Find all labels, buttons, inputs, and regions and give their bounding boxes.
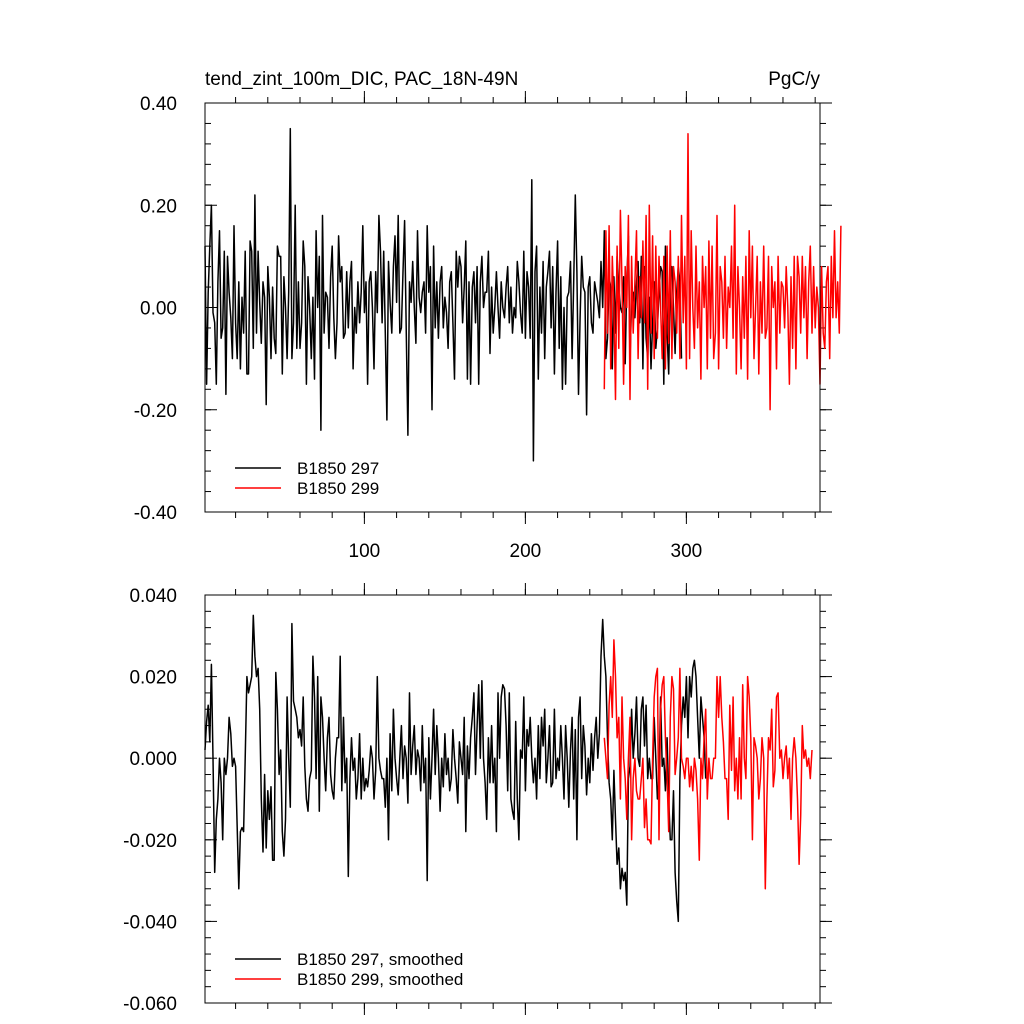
series-line-b1850-297 bbox=[204, 127, 683, 462]
y-tick-label: -0.060 bbox=[123, 994, 177, 1015]
bottom-panel-series bbox=[204, 614, 813, 923]
top-panel-series bbox=[204, 127, 842, 462]
bottom-panel-y-tick-labels: 0.040 0.020 0.000 -0.020 -0.040 -0.060 bbox=[123, 586, 177, 1015]
y-tick-label: 0.20 bbox=[140, 196, 177, 217]
top-panel-x-tick-labels: 100 200 300 bbox=[349, 541, 703, 562]
legend-label: B1850 297, smoothed bbox=[297, 950, 463, 969]
x-tick-label: 200 bbox=[510, 541, 542, 562]
x-tick-label: 100 bbox=[349, 541, 381, 562]
series-line-b1850-299 bbox=[603, 639, 813, 890]
legend-label: B1850 299 bbox=[297, 479, 379, 498]
top-panel-frame bbox=[204, 102, 821, 513]
top-panel: tend_zint_100m_DIC, PAC_18N-49N PgC/y 0.… bbox=[134, 69, 842, 562]
y-tick-label: -0.040 bbox=[123, 912, 177, 933]
y-tick-label: 0.40 bbox=[140, 94, 177, 115]
y-tick-label: 0.040 bbox=[129, 586, 177, 607]
legend-label: B1850 299, smoothed bbox=[297, 970, 463, 989]
legend-label: B1850 297 bbox=[297, 459, 379, 478]
units-label: PgC/y bbox=[768, 69, 820, 90]
x-tick-label: 300 bbox=[671, 541, 703, 562]
top-panel-y-tick-labels: 0.40 0.20 0.00 -0.20 -0.40 bbox=[134, 94, 177, 524]
y-tick-label: -0.40 bbox=[134, 503, 177, 524]
y-tick-label: 0.00 bbox=[140, 299, 177, 320]
chart-title: tend_zint_100m_DIC, PAC_18N-49N bbox=[205, 69, 518, 90]
series-line-b1850-297 bbox=[204, 614, 707, 923]
bottom-panel: 0.040 0.020 0.000 -0.020 -0.040 -0.060 B1850 … bbox=[123, 583, 832, 1015]
y-tick-label: -0.020 bbox=[123, 831, 177, 852]
y-tick-label: -0.20 bbox=[134, 401, 177, 422]
bottom-panel-ticks bbox=[205, 583, 832, 1015]
y-tick-label: 0.000 bbox=[129, 749, 177, 770]
bottom-panel-frame bbox=[204, 594, 821, 1004]
series-line-b1850-299 bbox=[603, 132, 842, 411]
y-tick-label: 0.020 bbox=[129, 668, 177, 689]
